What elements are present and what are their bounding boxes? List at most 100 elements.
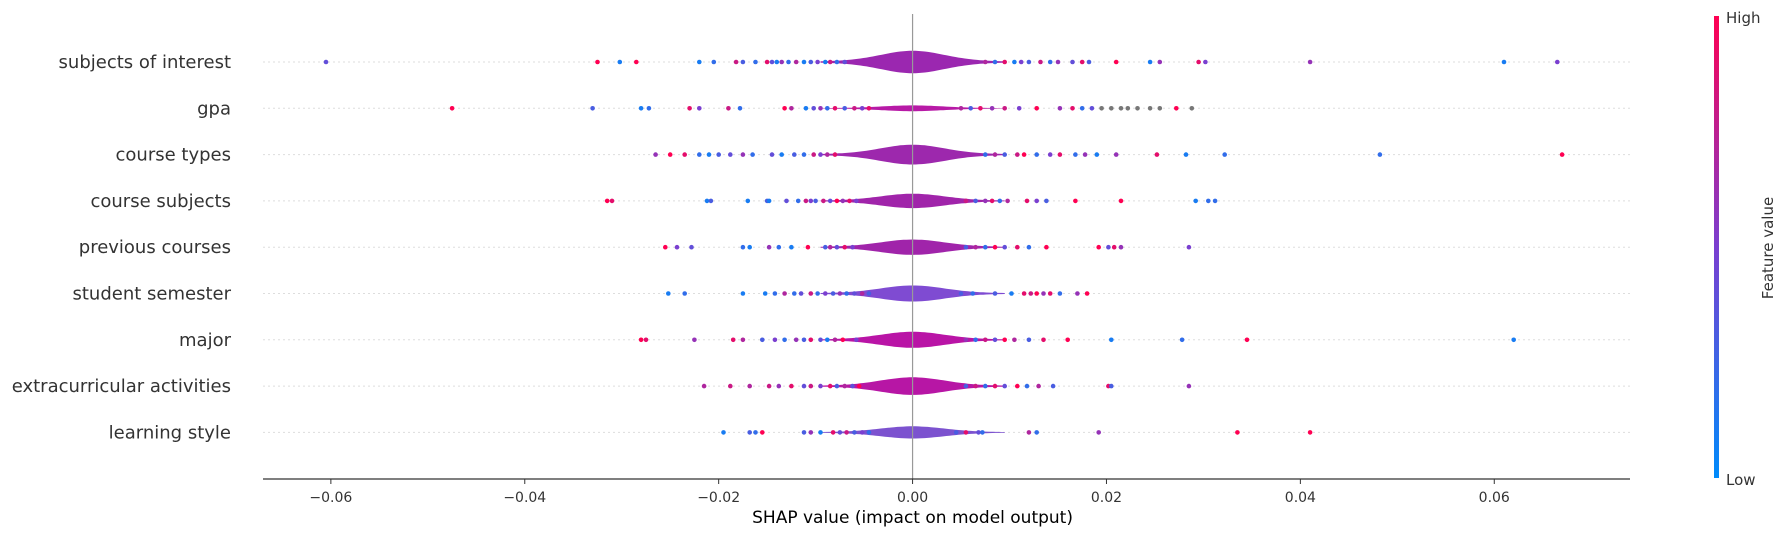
shap-point xyxy=(1193,198,1198,204)
shap-point xyxy=(827,59,833,65)
shap-point xyxy=(1203,59,1208,65)
shap-point xyxy=(1118,106,1124,111)
x-axis-ticks: −0.06 −0.04 −0.02 0.00 0.02 0.04 0.06 xyxy=(309,479,1510,506)
shap-point xyxy=(697,152,702,157)
shap-point xyxy=(1057,291,1063,296)
shap-point xyxy=(825,106,830,111)
shap-point xyxy=(1015,383,1020,389)
shap-point xyxy=(747,383,752,389)
shap-point xyxy=(803,198,809,204)
shap-point xyxy=(968,106,973,111)
shap-point xyxy=(997,198,1003,204)
shap-point xyxy=(801,152,807,157)
shap-point xyxy=(832,152,838,157)
shap-point xyxy=(801,430,807,435)
shap-point xyxy=(1086,59,1092,65)
shap-point xyxy=(646,106,652,111)
shap-point xyxy=(866,106,872,111)
shap-point xyxy=(837,291,843,296)
colorbar-gradient xyxy=(1714,16,1719,478)
shap-point xyxy=(992,59,998,65)
shap-point xyxy=(1244,337,1250,343)
shap-point xyxy=(1109,106,1114,111)
shap-point xyxy=(764,59,770,65)
shap-point xyxy=(1016,106,1022,111)
shap-point xyxy=(866,430,872,435)
shap-point xyxy=(779,59,784,65)
shap-point xyxy=(859,291,865,296)
shap-point xyxy=(1135,106,1140,111)
shap-point xyxy=(818,383,823,389)
shap-point xyxy=(674,244,680,250)
shap-point xyxy=(1096,244,1101,250)
shap-point xyxy=(1118,198,1124,204)
shap-point xyxy=(1041,291,1046,296)
shap-point xyxy=(1041,337,1046,343)
shap-point xyxy=(711,59,717,65)
shap-point xyxy=(1057,106,1063,111)
shap-point xyxy=(1157,106,1163,111)
x-tick-label: −0.02 xyxy=(697,490,740,506)
shap-point xyxy=(728,152,733,157)
shap-point xyxy=(983,198,988,204)
shap-point xyxy=(852,291,857,296)
shap-point xyxy=(970,291,975,296)
shap-point xyxy=(766,198,772,204)
shap-point xyxy=(1065,337,1070,343)
shap-point xyxy=(682,291,687,296)
shap-point xyxy=(745,198,751,204)
shap-point xyxy=(1044,244,1049,250)
shap-point xyxy=(769,152,775,157)
x-tick-label: 0.00 xyxy=(897,490,928,506)
shap-point xyxy=(1147,106,1153,111)
shap-point xyxy=(850,383,855,389)
shap-point xyxy=(1026,244,1032,250)
shap-point xyxy=(1183,152,1189,157)
shap-point xyxy=(976,430,981,435)
shap-point xyxy=(704,198,710,204)
x-tick-label: 0.02 xyxy=(1091,490,1122,506)
shap-point xyxy=(818,430,823,435)
shap-point xyxy=(850,244,855,250)
shap-point xyxy=(832,337,838,343)
shap-point xyxy=(1189,106,1195,111)
shap-point xyxy=(667,152,673,157)
colorbar-low-label: Low xyxy=(1726,471,1756,489)
shap-point xyxy=(795,198,801,204)
feature-label: course subjects xyxy=(90,191,231,212)
shap-point xyxy=(854,337,859,343)
shap-point xyxy=(801,337,807,343)
shap-point xyxy=(980,430,985,435)
shap-point xyxy=(1034,198,1039,204)
colorbar-high-label: High xyxy=(1726,9,1760,27)
shap-point xyxy=(595,59,600,65)
shap-point xyxy=(1021,152,1027,157)
shap-point xyxy=(1034,152,1039,157)
shap-point xyxy=(1028,291,1034,296)
shap-point xyxy=(1307,430,1313,435)
shap-point xyxy=(1113,152,1119,157)
shap-point xyxy=(847,198,852,204)
shap-point xyxy=(989,106,995,111)
shap-point xyxy=(808,59,814,65)
shap-point xyxy=(832,106,838,111)
shap-point xyxy=(1002,337,1007,343)
shap-point xyxy=(1222,152,1227,157)
shap-point xyxy=(1050,383,1056,389)
shap-point xyxy=(1034,106,1039,111)
shap-point xyxy=(1024,198,1030,204)
shap-point xyxy=(1154,152,1160,157)
shap-point xyxy=(766,383,772,389)
shap-point xyxy=(813,198,818,204)
shap-point xyxy=(973,198,978,204)
shap-point xyxy=(782,337,787,343)
shap-point xyxy=(1002,106,1007,111)
shap-point xyxy=(323,59,329,65)
shap-point xyxy=(721,430,726,435)
shap-point xyxy=(1038,59,1043,65)
shap-point xyxy=(808,291,814,296)
shap-point xyxy=(706,152,712,157)
shap-point xyxy=(782,291,787,296)
shap-point xyxy=(1036,383,1041,389)
x-tick-label: 0.04 xyxy=(1285,490,1316,506)
